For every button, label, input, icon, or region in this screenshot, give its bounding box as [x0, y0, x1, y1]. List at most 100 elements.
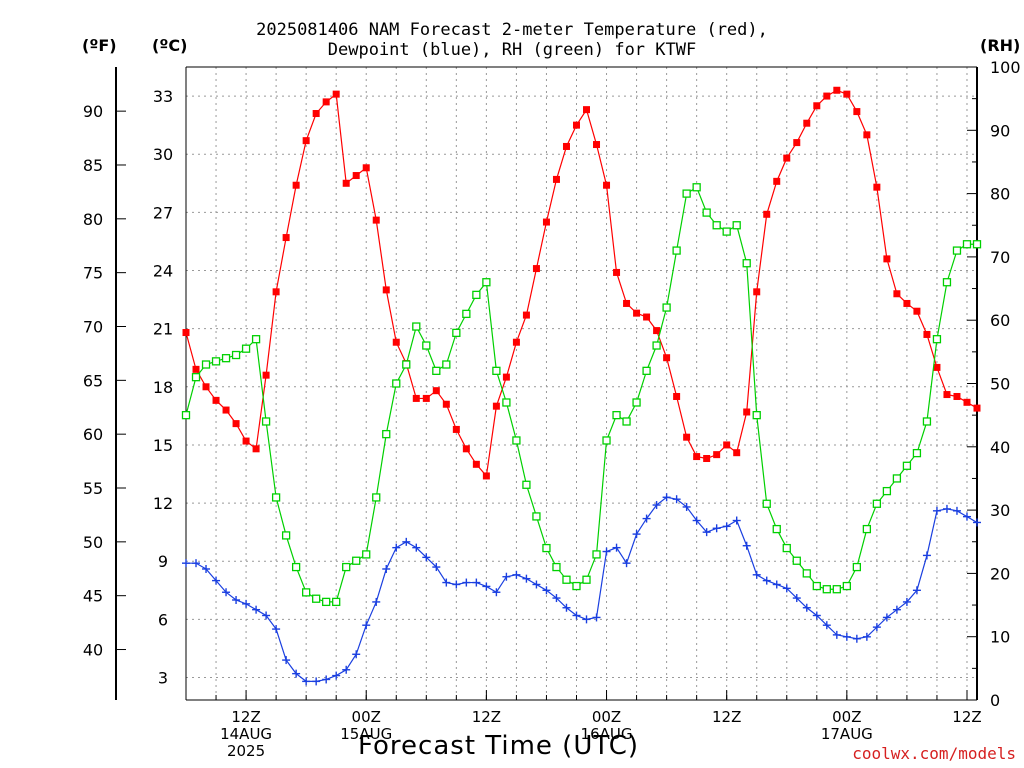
- rh-point: [572, 581, 581, 591]
- rh-point: [352, 556, 361, 565]
- rh-point: [792, 556, 801, 565]
- fahrenheit-tick-label: 60: [83, 425, 103, 444]
- x-tick-label: 12Z: [712, 708, 741, 726]
- x-tick-label: 14AUG: [220, 725, 272, 743]
- rh-point: [322, 597, 331, 607]
- temperature-point: [593, 141, 601, 149]
- temperature-point: [452, 425, 460, 433]
- x-tick-label: 2025: [227, 742, 265, 760]
- plot-frame: [115, 66, 978, 701]
- temperature-point: [322, 98, 330, 106]
- temperature-point: [182, 329, 190, 337]
- rh-point: [612, 410, 621, 420]
- temperature-point: [272, 288, 280, 296]
- rh-point: [302, 588, 311, 597]
- rh-point: [562, 575, 571, 584]
- temperature-point: [833, 86, 841, 94]
- temperature-point: [392, 338, 400, 346]
- series-line: [185, 89, 978, 478]
- fahrenheit-tick-label: 85: [83, 156, 103, 175]
- temperature-point: [843, 90, 851, 98]
- rh-point: [642, 366, 651, 375]
- rh-point: [582, 575, 591, 584]
- rh-tick-label: 80: [990, 185, 1010, 204]
- temperature-point: [492, 402, 500, 410]
- rh-point: [422, 341, 431, 350]
- rh-point: [962, 240, 972, 249]
- rh-point: [832, 585, 841, 594]
- temperature-point: [562, 142, 570, 150]
- temperature-point: [282, 234, 290, 242]
- temperature-point: [232, 420, 240, 428]
- temperature-point: [873, 183, 881, 191]
- temperature-point: [813, 102, 821, 110]
- rh-point: [772, 524, 781, 534]
- x-tick-label: 17AUG: [821, 725, 873, 743]
- temperature-point: [683, 433, 691, 441]
- rh-point: [632, 398, 641, 407]
- credit-link[interactable]: coolwx.com/models: [852, 744, 1016, 763]
- rh-point: [622, 417, 631, 426]
- rh-point: [362, 550, 371, 559]
- temperature-point: [372, 216, 380, 224]
- rh-point: [692, 183, 701, 192]
- temperature-point: [482, 472, 490, 480]
- temperature-point: [432, 387, 440, 395]
- rh-point: [592, 550, 601, 559]
- temperature-point: [382, 286, 390, 294]
- fahrenheit-tick-label: 45: [83, 587, 103, 606]
- temperature-point: [623, 299, 631, 307]
- temperature-point: [973, 404, 981, 412]
- temperature-point: [222, 406, 230, 414]
- rh-point: [181, 410, 191, 420]
- temperature-point: [793, 139, 801, 147]
- temperature-point: [212, 396, 220, 404]
- rh-point: [912, 448, 922, 458]
- rh-point: [291, 562, 301, 572]
- celsius-tick-label: 24: [153, 262, 173, 281]
- x-tick-label: 00Z: [592, 708, 621, 726]
- fahrenheit-tick-label: 40: [83, 641, 103, 660]
- temperature-point: [312, 110, 320, 118]
- rh-point: [512, 436, 521, 445]
- rh-point: [672, 246, 681, 255]
- temperature-point: [292, 181, 300, 189]
- fahrenheit-tick-label: 50: [83, 533, 103, 552]
- rh-point: [472, 290, 481, 300]
- rh-point: [752, 410, 761, 420]
- celsius-tick-label: 27: [153, 203, 173, 222]
- temperature-point: [532, 265, 540, 273]
- rh-point: [932, 335, 942, 344]
- temperature-point: [202, 383, 210, 391]
- rh-point: [312, 594, 321, 603]
- rh-point: [682, 189, 691, 198]
- temperature-point: [783, 154, 791, 162]
- fahrenheit-tick-label: 75: [83, 264, 103, 283]
- temperature-point: [472, 460, 480, 468]
- rh-point: [261, 417, 271, 426]
- rh-point: [271, 493, 281, 502]
- temperature-point: [332, 90, 340, 98]
- rh-tick-label: 90: [990, 121, 1010, 140]
- rh-unit-label: (RH): [980, 36, 1021, 55]
- rh-point: [822, 585, 831, 594]
- rh-point: [502, 398, 511, 407]
- rh-tick-label: 40: [990, 438, 1010, 457]
- rh-point: [532, 512, 541, 521]
- fahrenheit-tick-label: 90: [83, 102, 103, 121]
- temperature-point: [753, 288, 761, 296]
- rh-point: [251, 335, 261, 344]
- celsius-tick-label: 6: [158, 610, 168, 629]
- temperature-point: [502, 373, 510, 381]
- temperature-point: [723, 441, 731, 449]
- rh-point: [542, 543, 551, 553]
- temperature-point: [743, 408, 751, 416]
- temperature-point: [342, 179, 350, 187]
- rh-point: [922, 417, 932, 426]
- rh-point: [412, 322, 421, 331]
- temperature-point: [823, 92, 831, 100]
- fahrenheit-tick-label: 55: [83, 479, 103, 498]
- rh-point: [652, 341, 661, 350]
